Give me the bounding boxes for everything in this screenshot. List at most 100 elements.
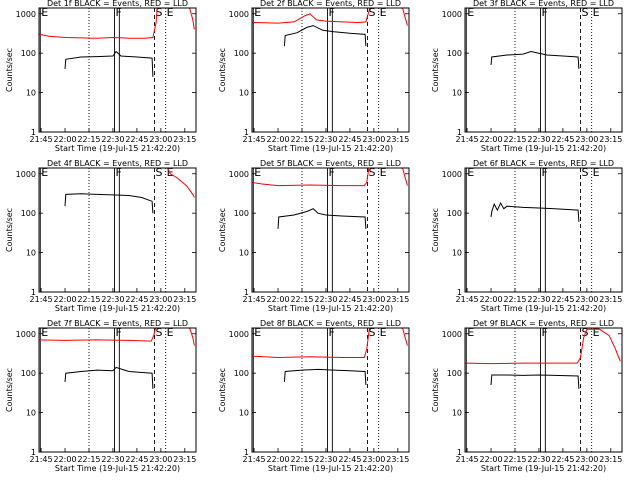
- marker-label: E: [593, 166, 600, 179]
- marker-label: E: [380, 326, 387, 339]
- x-tick-label: 23:00: [149, 455, 172, 464]
- x-tick-label: 21:45: [30, 455, 53, 464]
- marker-label: S: [581, 166, 588, 179]
- marker-label: E: [467, 326, 474, 339]
- y-tick-label: 1000: [16, 170, 36, 179]
- x-tick-label: 23:15: [173, 455, 196, 464]
- marker-label: F: [329, 326, 335, 339]
- y-axis-label: Counts/sec: [218, 48, 227, 92]
- marker-label: F: [116, 166, 122, 179]
- x-tick-label: 22:30: [101, 295, 124, 304]
- chart-title: Det 6f BLACK = Events, RED = LLD: [473, 159, 614, 168]
- plot-area: [252, 168, 408, 229]
- x-axis-label: Start Time (19-Jul-15 21:42:20): [481, 144, 606, 153]
- x-axis-label: Start Time (19-Jul-15 21:42:20): [55, 304, 180, 313]
- x-tick-label: 22:00: [480, 135, 503, 144]
- y-tick-label: 100: [21, 209, 36, 218]
- y-tick-label: 1000: [229, 330, 249, 339]
- x-tick-label: 23:15: [386, 455, 409, 464]
- marker-label: E: [254, 326, 261, 339]
- x-tick-label: 22:45: [338, 455, 361, 464]
- y-tick-label: 10: [239, 249, 249, 258]
- y-tick-label: 1000: [442, 10, 462, 19]
- series-line: [465, 328, 621, 365]
- plot-frame: [464, 327, 623, 453]
- x-tick-label: 22:45: [551, 455, 574, 464]
- x-tick-label: 21:45: [30, 135, 53, 144]
- x-tick-label: 22:45: [125, 135, 148, 144]
- x-tick-label: 23:00: [575, 135, 598, 144]
- y-axis-label: Counts/sec: [218, 368, 227, 412]
- x-tick-label: 22:45: [125, 295, 148, 304]
- x-tick-label: 22:30: [101, 455, 124, 464]
- y-tick-label: 1000: [229, 170, 249, 179]
- series-line: [64, 50, 154, 77]
- y-axis-label: Counts/sec: [218, 208, 227, 252]
- marker-label: S: [368, 6, 375, 19]
- marker-label: E: [593, 326, 600, 339]
- chart-title: Det 5f BLACK = Events, RED = LLD: [260, 159, 401, 168]
- chart-title: Det 9f BLACK = Events, RED = LLD: [473, 319, 614, 328]
- y-tick-label: 100: [21, 49, 36, 58]
- x-tick-label: 23:15: [599, 135, 622, 144]
- series-line: [277, 208, 367, 229]
- x-tick-label: 22:15: [77, 135, 100, 144]
- x-tick-label: 23:00: [362, 455, 385, 464]
- chart-title: Det 7f BLACK = Events, RED = LLD: [47, 319, 188, 328]
- x-tick-label: 21:45: [456, 135, 479, 144]
- y-axis-label: Counts/sec: [5, 48, 14, 92]
- plot-area: [490, 202, 580, 222]
- x-tick-label: 22:00: [267, 295, 290, 304]
- x-tick-label: 22:15: [290, 455, 313, 464]
- panel: Det 7f BLACK = Events, RED = LLD 1 10 100 10…: [5, 319, 197, 473]
- y-tick-label: 100: [447, 369, 462, 378]
- marker-label: S: [581, 326, 588, 339]
- plot-area: [252, 8, 408, 47]
- marker-label: E: [380, 6, 387, 19]
- plot-frame: [464, 7, 623, 133]
- x-tick-label: 23:00: [575, 295, 598, 304]
- x-axis-label: Start Time (19-Jul-15 21:42:20): [55, 144, 180, 153]
- y-tick-label: 1: [244, 288, 249, 297]
- x-tick-label: 23:15: [173, 135, 196, 144]
- x-tick-label: 23:00: [362, 295, 385, 304]
- panel: Det 3f BLACK = Events, RED = LLD 1 10 100 10…: [431, 0, 623, 153]
- y-tick-label: 10: [239, 89, 249, 98]
- plot-frame: [464, 167, 623, 293]
- x-tick-label: 22:00: [480, 295, 503, 304]
- series-line: [490, 374, 580, 389]
- y-tick-label: 1: [457, 448, 462, 457]
- y-tick-label: 1000: [442, 330, 462, 339]
- plot-area: [64, 168, 195, 214]
- marker-label: E: [41, 326, 48, 339]
- panel: Det 4f BLACK = Events, RED = LLD 1 10 100 10…: [5, 159, 197, 313]
- plot-area: [39, 8, 195, 77]
- y-tick-label: 1: [457, 128, 462, 137]
- plot-area: [39, 328, 195, 389]
- panel: Det 6f BLACK = Events, RED = LLD 1 10 100 10…: [431, 159, 623, 313]
- y-tick-label: 1000: [16, 330, 36, 339]
- series-line: [283, 368, 367, 386]
- marker-label: S: [368, 166, 375, 179]
- y-tick-label: 10: [452, 409, 462, 418]
- x-tick-label: 22:30: [527, 295, 550, 304]
- x-tick-label: 22:00: [480, 455, 503, 464]
- x-tick-label: 21:45: [243, 135, 266, 144]
- series-line: [490, 202, 580, 222]
- x-tick-label: 21:45: [456, 455, 479, 464]
- y-axis-label: Counts/sec: [431, 368, 440, 412]
- x-axis-label: Start Time (19-Jul-15 21:42:20): [55, 464, 180, 473]
- series-line: [252, 8, 408, 26]
- y-tick-label: 1000: [229, 10, 249, 19]
- series-line: [64, 193, 154, 214]
- plot-frame: [38, 327, 197, 453]
- x-tick-label: 22:45: [338, 135, 361, 144]
- marker-label: F: [542, 6, 548, 19]
- y-axis-label: Counts/sec: [5, 368, 14, 412]
- y-tick-label: 100: [234, 49, 249, 58]
- x-tick-label: 22:30: [527, 135, 550, 144]
- x-tick-label: 23:00: [149, 135, 172, 144]
- y-tick-label: 10: [452, 89, 462, 98]
- y-tick-label: 10: [452, 249, 462, 258]
